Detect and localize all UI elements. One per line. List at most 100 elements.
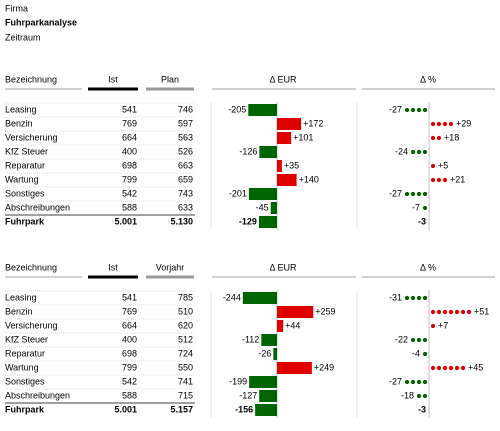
row-label: KfZ Steuer (5, 334, 48, 344)
actual-value: 541 (122, 104, 137, 114)
actual-value: 542 (122, 188, 137, 198)
compare-value: 563 (178, 132, 193, 142)
actual-value: 769 (122, 118, 137, 128)
pct-label: -27 (389, 376, 402, 386)
delta-bar (277, 160, 282, 172)
delta-label: -45 (256, 202, 269, 212)
compare-value: 5.130 (170, 216, 193, 226)
pct-dot (404, 295, 410, 301)
pct-dot (422, 379, 428, 385)
pct-label: +29 (456, 118, 471, 128)
pct-dot (454, 309, 460, 315)
pct-dot (404, 191, 410, 197)
actual-value: 542 (122, 376, 137, 386)
compare-value: 620 (178, 320, 193, 330)
actual-value: 799 (122, 174, 137, 184)
delta-label: -26 (258, 348, 271, 358)
pct-dot (422, 393, 428, 399)
pct-label: +5 (438, 160, 448, 170)
pct-label: +21 (450, 174, 465, 184)
row-label: Reparatur (5, 348, 45, 358)
compare-value: 526 (178, 146, 193, 156)
delta-bar (259, 390, 277, 402)
pct-label: -3 (418, 404, 426, 414)
pct-dot (460, 309, 466, 315)
row-label: Leasing (5, 104, 37, 114)
col-header: Δ % (420, 74, 436, 84)
pct-dot (430, 309, 436, 315)
delta-bar (273, 348, 277, 360)
pct-dot (416, 379, 422, 385)
delta-bar (261, 334, 277, 346)
compare-value: 741 (178, 376, 193, 386)
col-header: Bezeichnung (5, 74, 57, 84)
delta-label: -127 (239, 390, 257, 400)
pct-dot (422, 337, 428, 343)
delta-label: +35 (284, 160, 299, 170)
delta-bar (277, 320, 284, 332)
actual-value: 588 (122, 390, 137, 400)
pct-dot (448, 121, 454, 127)
col-header: Δ % (420, 262, 436, 272)
row-label: Benzin (5, 306, 33, 316)
actual-value: 400 (122, 334, 137, 344)
delta-bar (270, 202, 277, 214)
pct-dot (416, 191, 422, 197)
pct-dot (436, 135, 442, 141)
row-label: KfZ Steuer (5, 146, 48, 156)
col-header: Ist (108, 74, 118, 84)
delta-bar (248, 188, 277, 200)
row-label: Leasing (5, 292, 37, 302)
pct-dot (460, 365, 466, 371)
pct-label: +7 (438, 320, 448, 330)
row-label: Versicherung (5, 320, 58, 330)
pct-label: -3 (418, 216, 426, 226)
compare-value: 633 (178, 202, 193, 212)
row-label: Sonstiges (5, 188, 45, 198)
pct-dot (404, 107, 410, 113)
actual-value: 5.001 (114, 216, 137, 226)
delta-bar (277, 362, 312, 374)
compare-value: 663 (178, 160, 193, 170)
row-label: Fuhrpark (5, 216, 45, 226)
delta-bar (242, 292, 277, 304)
compare-value: 597 (178, 118, 193, 128)
delta-bar (277, 174, 297, 186)
pct-dot (422, 351, 428, 357)
pct-label: -31 (389, 292, 402, 302)
delta-label: -156 (235, 404, 253, 414)
pct-label: -7 (412, 202, 420, 212)
pct-dot (430, 135, 436, 141)
pct-dot (422, 205, 428, 211)
delta-label: -201 (229, 188, 247, 198)
compare-value: 743 (178, 188, 193, 198)
pct-label: -18 (401, 390, 414, 400)
compare-value: 746 (178, 104, 193, 114)
pct-dot (416, 295, 422, 301)
actual-value: 400 (122, 146, 137, 156)
pct-label: -24 (395, 146, 408, 156)
delta-label: -129 (239, 216, 257, 226)
pct-label: -27 (389, 104, 402, 114)
period: Zeitraum (5, 32, 41, 42)
delta-label: +259 (315, 306, 335, 316)
pct-dot (466, 309, 472, 315)
pct-dot (430, 177, 436, 183)
delta-label: -126 (239, 146, 257, 156)
compare-value: 512 (178, 334, 193, 344)
delta-bar (258, 216, 277, 228)
compare-value: 510 (178, 306, 193, 316)
compare-value: 785 (178, 292, 193, 302)
row-label: Versicherung (5, 132, 58, 142)
delta-label: -112 (242, 334, 259, 344)
pct-dot (422, 107, 428, 113)
pct-dot (416, 149, 422, 155)
delta-bar (277, 132, 292, 144)
pct-dot (436, 365, 442, 371)
company: Firma (5, 3, 28, 13)
pct-dot (410, 379, 416, 385)
pct-dot (422, 191, 428, 197)
actual-value: 588 (122, 202, 137, 212)
compare-value: 715 (178, 390, 193, 400)
pct-dot (442, 121, 448, 127)
